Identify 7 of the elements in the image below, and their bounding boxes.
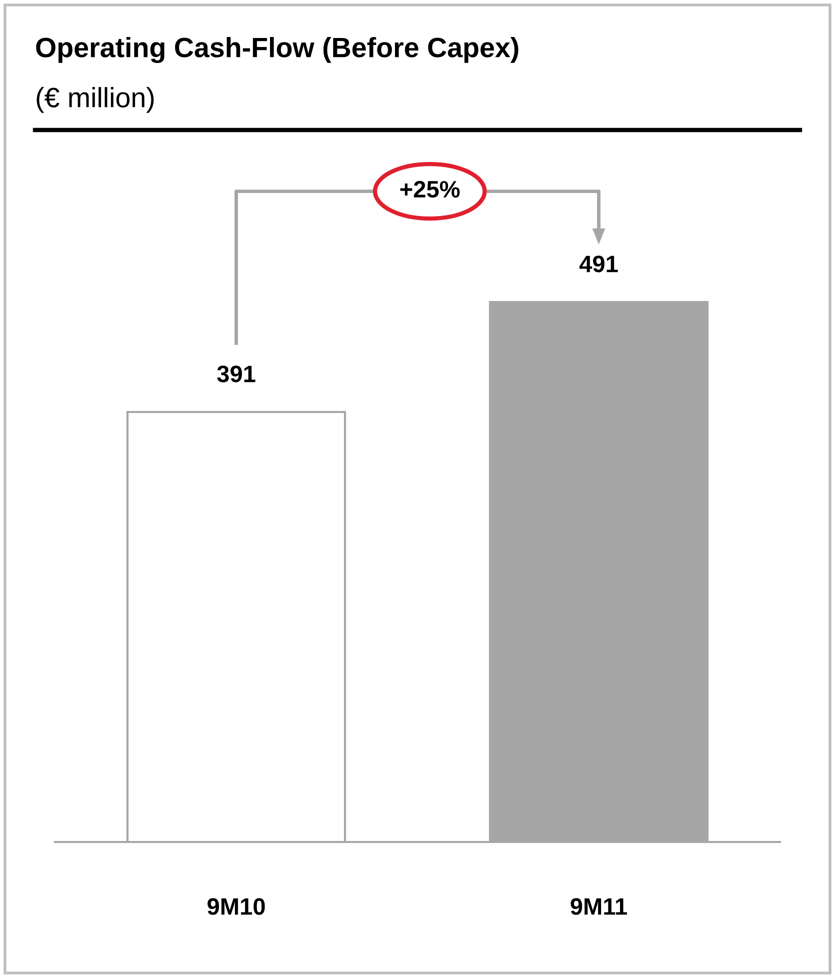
data-label: 491 <box>579 256 618 272</box>
text: +25% <box>400 180 460 198</box>
chart-subtitle: (€ million) <box>36 87 154 113</box>
x-tick-label: 9M11 <box>570 898 627 915</box>
chart-title: Operating Cash-Flow (Before Capex) <box>36 36 518 64</box>
x-tick-label: 9M10 <box>208 898 265 915</box>
data-label: 391 <box>217 366 256 382</box>
